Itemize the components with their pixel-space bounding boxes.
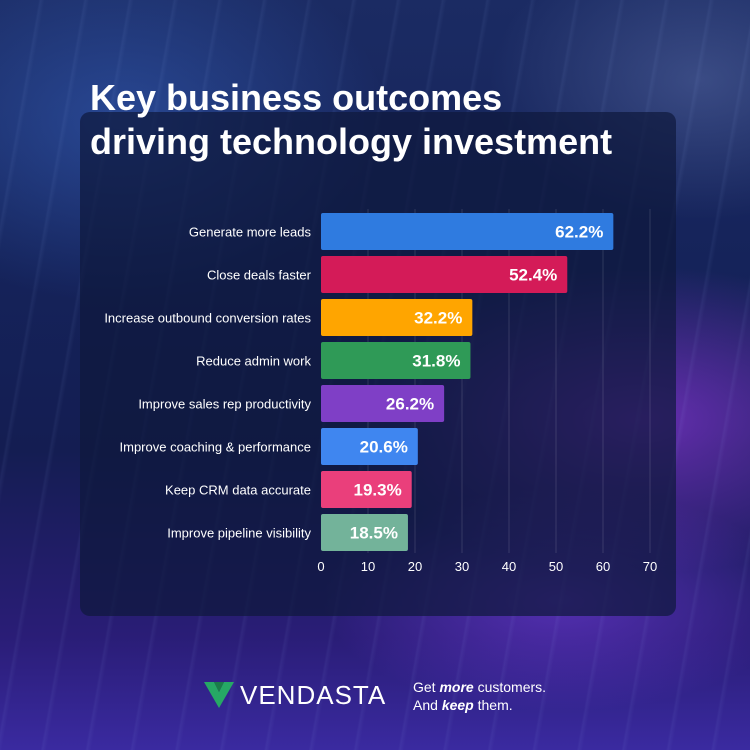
title-line-1: Key business outcomes [90, 77, 503, 118]
category-label: Generate more leads [189, 225, 312, 240]
data-label: 31.8% [412, 352, 460, 371]
category-label: Improve sales rep productivity [138, 397, 311, 412]
data-label: 18.5% [350, 524, 398, 543]
x-tick-label: 40 [502, 559, 516, 574]
category-label: Increase outbound conversion rates [104, 311, 311, 326]
bar [321, 385, 445, 422]
x-tick-label: 30 [455, 559, 469, 574]
x-tick-label: 10 [361, 559, 375, 574]
data-label: 19.3% [354, 481, 402, 500]
title-line-2: driving technology investment [90, 121, 613, 162]
data-label: 62.2% [555, 223, 603, 242]
x-tick-label: 20 [408, 559, 422, 574]
tagline-line-1-emphasis: more [439, 679, 474, 695]
x-tick-label: 0 [317, 559, 324, 574]
category-label: Reduce admin work [196, 354, 311, 369]
bar [321, 471, 412, 508]
bar [321, 299, 473, 336]
data-label: 52.4% [509, 266, 557, 285]
page-title: Key business outcomes driving technology… [90, 76, 710, 164]
vendasta-logo: VENDASTA [204, 680, 386, 710]
bar [321, 514, 408, 551]
x-tick-label: 70 [643, 559, 657, 574]
x-tick-label: 60 [596, 559, 610, 574]
bar [321, 342, 471, 379]
tagline-line-1-post: customers. [473, 679, 547, 695]
category-label: Keep CRM data accurate [165, 483, 311, 498]
data-label: 26.2% [386, 395, 434, 414]
x-tick-label: 50 [549, 559, 563, 574]
tagline-line-1: Get more customers. [413, 678, 546, 696]
tagline-line-2-emphasis: keep [441, 697, 474, 713]
vendasta-logo-icon [204, 682, 234, 708]
category-label: Improve coaching & performance [120, 440, 311, 455]
bar [321, 213, 614, 250]
tagline-line-2: And keep them. [413, 696, 546, 714]
category-label: Close deals faster [207, 268, 312, 283]
category-label: Improve pipeline visibility [167, 526, 311, 541]
data-label: 20.6% [360, 438, 408, 457]
data-label: 32.2% [414, 309, 462, 328]
tagline-line-2-pre: And [413, 697, 442, 713]
bar [321, 256, 568, 293]
tagline-line-1-pre: Get [413, 679, 440, 695]
bar [321, 428, 418, 465]
brand-name: VENDASTA [240, 679, 387, 710]
tagline: Get more customers. And keep them. [413, 678, 546, 714]
tagline-line-2-post: them. [473, 697, 513, 713]
